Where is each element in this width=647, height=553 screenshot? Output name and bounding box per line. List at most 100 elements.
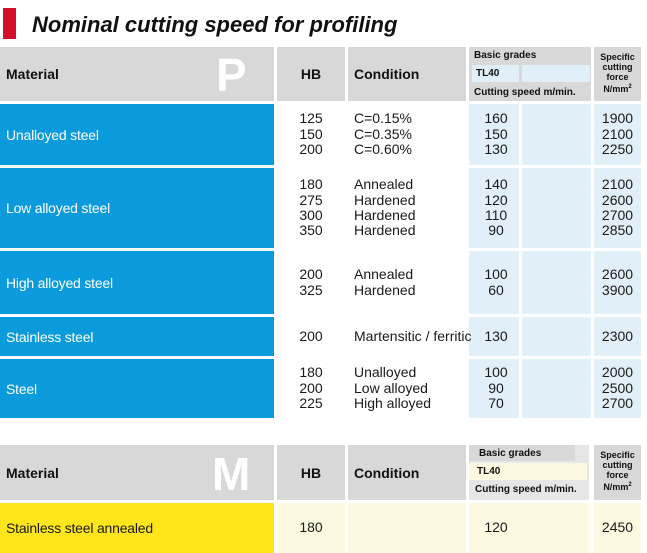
condition-value: Hardened bbox=[354, 191, 416, 208]
force-value: 2300 bbox=[601, 327, 634, 344]
condition-values: Annealed Hardened bbox=[354, 251, 466, 314]
condition-value: Hardened bbox=[354, 222, 416, 239]
grade-label: TL40 bbox=[477, 466, 501, 477]
material-cell: Stainless steel annealed bbox=[0, 503, 274, 553]
sf-unit-text: N/mm bbox=[603, 482, 629, 492]
sf-line-2: cutting bbox=[602, 62, 633, 72]
condition-value: C=0.60% bbox=[354, 141, 412, 158]
material-label: Stainless steel bbox=[6, 328, 94, 345]
force-value: 2100 bbox=[601, 176, 634, 193]
force-values: 2600 3900 bbox=[594, 251, 641, 314]
speed-bg-2 bbox=[522, 317, 591, 356]
hb-bg bbox=[277, 503, 345, 553]
group-letter-p: P bbox=[216, 49, 247, 101]
material-cell: High alloyed steel bbox=[0, 251, 274, 314]
force-value: 2450 bbox=[601, 519, 634, 536]
material-cell: Unalloyed steel bbox=[0, 104, 274, 165]
force-bg bbox=[594, 251, 641, 314]
speed-bg-2 bbox=[522, 104, 591, 165]
hb-values: 200 325 bbox=[277, 251, 345, 314]
speed-value: 110 bbox=[484, 207, 508, 223]
sf-line-1: Specific bbox=[600, 450, 635, 460]
speed-bg bbox=[469, 359, 519, 418]
hb-value: 200 bbox=[299, 266, 323, 283]
hb-values: 180 bbox=[277, 503, 345, 553]
speed-bg bbox=[469, 251, 519, 314]
hb-value: 300 bbox=[299, 207, 323, 223]
condition-value: High alloyed bbox=[354, 395, 432, 412]
condition-value: Hardened bbox=[354, 207, 416, 223]
sf-line-3: force bbox=[606, 72, 629, 82]
force-values: 2000 2500 2700 bbox=[594, 359, 641, 418]
hb-value: 200 bbox=[299, 141, 323, 158]
cutting-speed-label: Cutting speed m/min. bbox=[475, 484, 577, 495]
condition-bg bbox=[348, 503, 466, 553]
sf-line-1: Specific bbox=[600, 52, 635, 62]
force-value: 2600 bbox=[601, 191, 634, 208]
material-label: Unalloyed steel bbox=[6, 126, 99, 143]
condition-header: Condition bbox=[348, 445, 466, 500]
grade-tl40: TL40 bbox=[472, 65, 519, 82]
force-value: 2600 bbox=[601, 266, 634, 283]
force-value: 1900 bbox=[601, 110, 634, 127]
material-header: Material bbox=[0, 47, 274, 101]
speed-value: 120 bbox=[484, 519, 508, 536]
sf-line-3: force bbox=[606, 470, 629, 480]
page-title: Nominal cutting speed for profiling bbox=[32, 12, 398, 37]
grade-empty-cell bbox=[522, 65, 590, 82]
force-value: 3900 bbox=[601, 281, 634, 298]
force-value: 2850 bbox=[601, 222, 634, 239]
force-value: 2250 bbox=[601, 141, 634, 158]
sf-unit: N/mm2 bbox=[594, 82, 641, 94]
basic-grades-label: Basic grades bbox=[479, 448, 542, 459]
hb-value: 150 bbox=[299, 125, 323, 142]
speed-value: 90 bbox=[488, 222, 504, 239]
speed-bg bbox=[469, 503, 589, 553]
basic-grades-band bbox=[469, 445, 575, 461]
material-cell: Low alloyed steel bbox=[0, 168, 274, 248]
condition-header-label: Condition bbox=[354, 66, 420, 82]
specific-force-header: Specific cutting force N/mm2 bbox=[594, 445, 641, 500]
material-label: High alloyed steel bbox=[6, 274, 113, 291]
speed-bg-2 bbox=[522, 168, 591, 248]
hb-values: 125 150 200 bbox=[277, 104, 345, 165]
speed-value: 60 bbox=[488, 281, 504, 298]
speed-values: 160 150 130 bbox=[469, 104, 523, 165]
speed-value: 150 bbox=[484, 125, 508, 142]
hb-header-label: HB bbox=[300, 464, 322, 481]
condition-values: Annealed Hardened Hardened Hardened bbox=[354, 168, 466, 248]
force-values: 2450 bbox=[594, 503, 641, 553]
sf-unit-sup: 2 bbox=[628, 482, 632, 488]
condition-header: Condition bbox=[348, 47, 466, 101]
force-values: 2100 2600 2700 2850 bbox=[594, 168, 641, 248]
hb-value: 125 bbox=[299, 110, 323, 127]
hb-values: 200 bbox=[277, 317, 345, 356]
hb-value: 180 bbox=[299, 176, 323, 193]
grade-tl40: TL40 bbox=[469, 463, 587, 480]
speed-bg bbox=[469, 104, 519, 165]
condition-value: C=0.35% bbox=[354, 125, 412, 142]
speed-value: 140 bbox=[484, 176, 508, 193]
speed-values: 140 120 110 90 bbox=[469, 168, 523, 248]
condition-header-label: Condition bbox=[354, 464, 420, 481]
grades-header: Basic grades TL40 Cutting speed m/min. bbox=[469, 445, 589, 500]
hb-values: 180 200 225 bbox=[277, 359, 345, 418]
condition-value: Martensitic / ferritic bbox=[354, 327, 472, 344]
force-bg bbox=[594, 104, 641, 165]
material-header-label: Material bbox=[6, 66, 59, 82]
hb-header: HB bbox=[277, 47, 345, 101]
force-values: 1900 2100 2250 bbox=[594, 104, 641, 165]
grade-label: TL40 bbox=[476, 68, 500, 79]
force-bg bbox=[594, 168, 641, 248]
force-value: 2500 bbox=[601, 379, 634, 396]
hb-value: 200 bbox=[299, 379, 323, 396]
speed-values: 120 bbox=[469, 503, 523, 553]
condition-value: Hardened bbox=[354, 281, 416, 298]
force-value: 2100 bbox=[601, 125, 634, 142]
hb-value: 200 bbox=[299, 327, 323, 344]
specific-force-header: Specific cutting force N/mm2 bbox=[594, 47, 641, 101]
condition-values: C=0.15% C=0.35% C=0.60% bbox=[354, 104, 466, 165]
hb-value: 180 bbox=[299, 519, 323, 536]
speed-bg-2 bbox=[522, 359, 591, 418]
sf-unit-text: N/mm bbox=[603, 84, 629, 94]
